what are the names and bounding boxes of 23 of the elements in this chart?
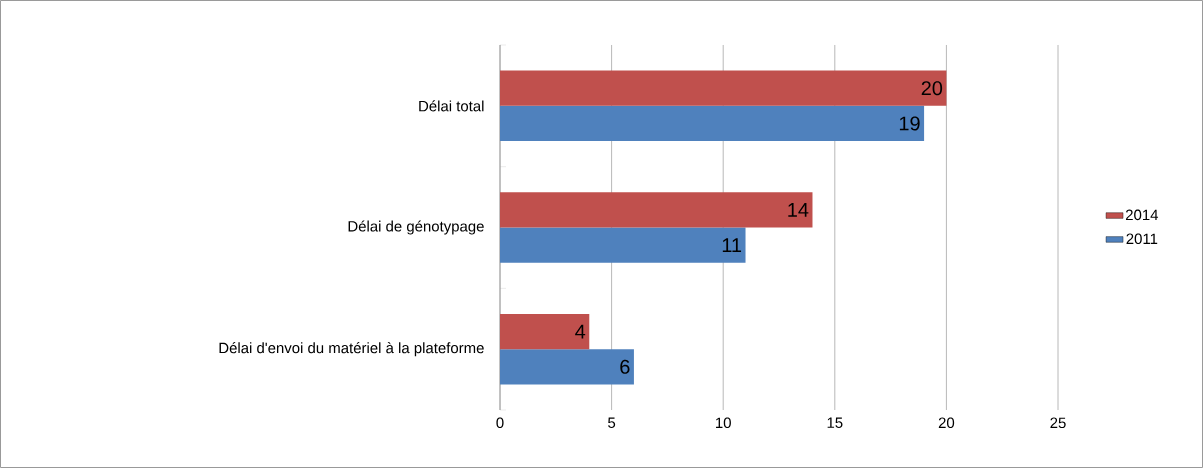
y-tick-label: Délai total <box>419 100 484 112</box>
legend-label: 2011 <box>1126 233 1158 245</box>
x-tick-label: 0 <box>496 417 504 429</box>
bar <box>500 313 590 350</box>
y-tick-label: Délai de génotypage <box>348 220 484 235</box>
bar <box>500 192 813 228</box>
data-label: 4 <box>575 324 586 339</box>
x-tick-label: 5 <box>608 417 616 428</box>
x-tick-label: 25 <box>1050 417 1066 429</box>
bar <box>500 227 746 263</box>
legend-label: 2014 <box>1125 209 1159 221</box>
bar <box>500 349 634 385</box>
data-label: 11 <box>722 238 742 252</box>
data-label: 6 <box>620 359 630 374</box>
x-tick-label: 10 <box>716 417 731 429</box>
x-tick-label: 15 <box>827 417 843 428</box>
y-tick-label: Délai d'envoi du matériel à la plateforme <box>219 342 484 357</box>
data-label: 19 <box>899 116 920 131</box>
data-label: 14 <box>788 203 809 217</box>
x-tick-label: 20 <box>938 417 955 429</box>
bar <box>500 105 925 142</box>
data-label: 20 <box>921 81 943 96</box>
bar <box>500 70 947 106</box>
